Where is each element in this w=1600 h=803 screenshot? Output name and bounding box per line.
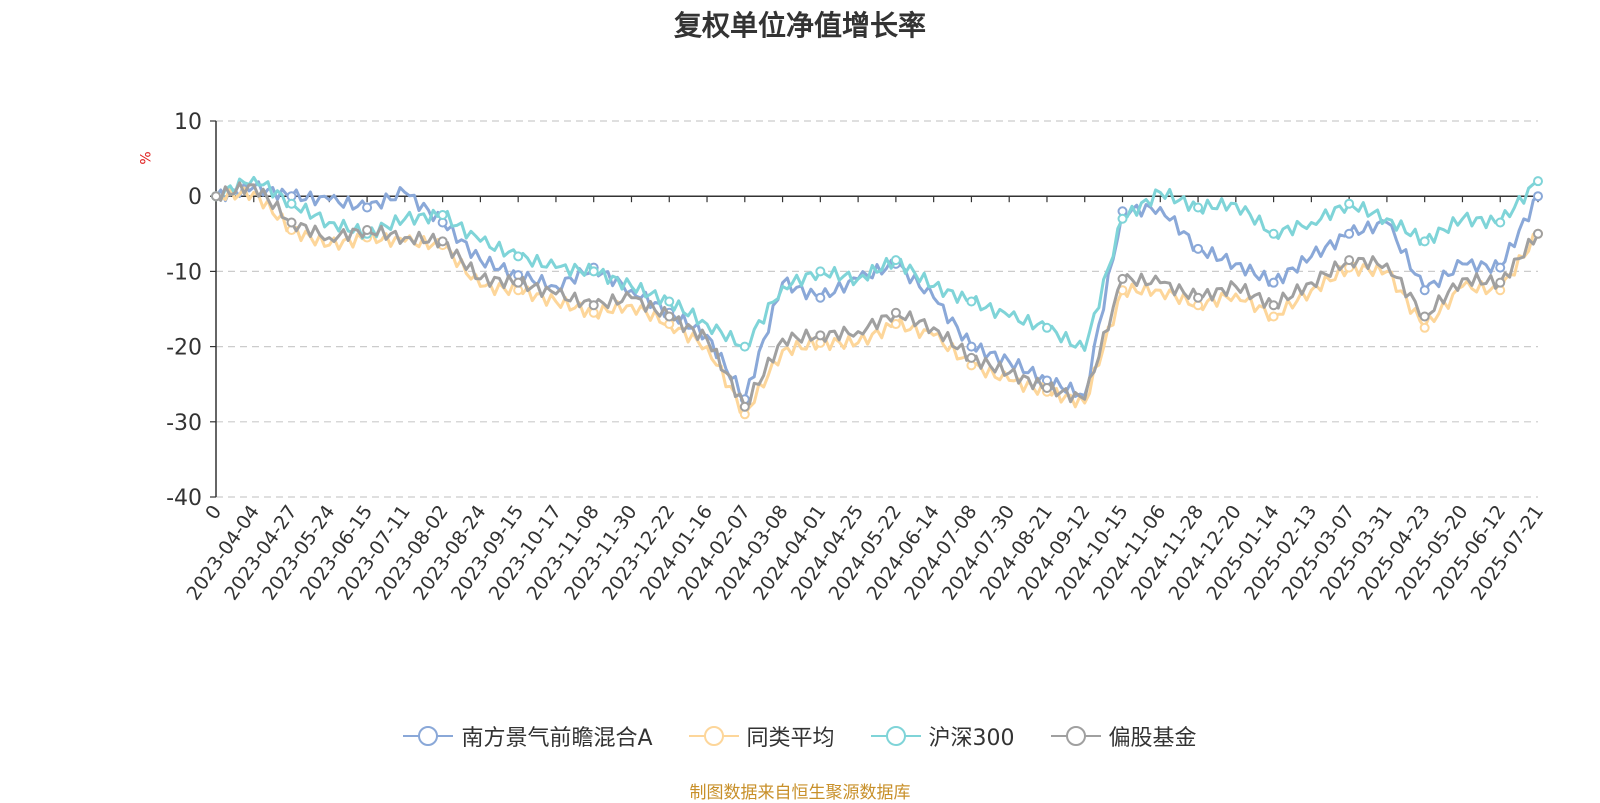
data-point xyxy=(1344,198,1355,209)
data-point xyxy=(815,266,826,277)
y-tick-label: -10 xyxy=(166,260,202,285)
legend: 南方景气前瞻混合A 同类平均 沪深300 偏股基金 xyxy=(0,720,1600,752)
data-point xyxy=(1268,311,1279,322)
data-point xyxy=(815,292,826,303)
source-note: 制图数据来自恒生聚源数据库 xyxy=(689,783,911,803)
data-point xyxy=(1533,176,1543,187)
series-layer xyxy=(211,175,1543,420)
data-point xyxy=(1419,236,1430,247)
data-point xyxy=(1533,191,1543,202)
data-point xyxy=(1533,228,1543,239)
data-point xyxy=(1193,202,1204,213)
data-point xyxy=(286,198,297,209)
data-point xyxy=(1041,322,1052,333)
line-chart: 100-10-20-30-4002023-04-042023-04-272023… xyxy=(166,110,1548,604)
data-point xyxy=(890,255,901,266)
legend-item[interactable]: 同类平均 xyxy=(688,720,835,752)
data-point xyxy=(739,401,750,412)
series-line xyxy=(215,181,1540,409)
data-point xyxy=(1344,228,1355,239)
data-point xyxy=(588,300,599,311)
data-point xyxy=(1193,292,1204,303)
y-tick-label: -30 xyxy=(166,411,202,436)
legend-item[interactable]: 沪深300 xyxy=(870,720,1015,752)
legend-item[interactable]: 偏股基金 xyxy=(1050,720,1197,752)
legend-marker-icon xyxy=(688,726,739,746)
data-point xyxy=(966,296,977,307)
data-point xyxy=(362,225,373,236)
legend-label: 同类平均 xyxy=(746,726,835,751)
data-point xyxy=(1193,243,1204,254)
data-point xyxy=(437,210,448,220)
data-point xyxy=(966,341,977,352)
data-point xyxy=(890,307,901,318)
data-point xyxy=(1117,273,1128,284)
data-point xyxy=(1344,255,1355,266)
data-point xyxy=(739,341,750,352)
data-point xyxy=(1268,228,1279,239)
data-point xyxy=(1495,217,1506,228)
data-point xyxy=(1268,277,1279,288)
series-1 xyxy=(211,186,1543,420)
data-point xyxy=(1041,382,1052,393)
legend-label: 沪深300 xyxy=(928,726,1015,751)
data-point xyxy=(513,251,524,262)
y-tick-label: 0 xyxy=(188,185,202,210)
series-line xyxy=(214,180,1539,401)
data-point xyxy=(1419,311,1430,322)
data-point xyxy=(664,311,675,322)
data-point xyxy=(966,352,977,363)
data-point xyxy=(815,330,826,341)
data-point xyxy=(437,236,448,247)
data-point xyxy=(588,266,599,277)
legend-item[interactable]: 南方景气前瞻混合A xyxy=(403,720,653,752)
data-point xyxy=(362,202,373,213)
data-point xyxy=(211,191,221,202)
data-point xyxy=(1268,300,1279,311)
y-tick-label: 10 xyxy=(174,110,202,135)
x-tick-label: 0 xyxy=(201,501,226,524)
series-2 xyxy=(211,175,1543,352)
data-point xyxy=(1495,262,1506,273)
series-line xyxy=(215,175,1539,352)
data-point xyxy=(286,217,297,228)
legend-marker-icon xyxy=(403,726,454,746)
legend-label: 偏股基金 xyxy=(1108,726,1197,751)
data-point xyxy=(890,319,901,330)
grid-layer xyxy=(216,120,1538,498)
y-tick-label: -20 xyxy=(166,336,202,361)
data-point xyxy=(1419,285,1430,296)
data-point xyxy=(1117,213,1128,224)
legend-label: 南方景气前瞻混合A xyxy=(461,726,653,751)
series-3 xyxy=(211,181,1543,412)
axis-layer: 100-10-20-30-4002023-04-042023-04-272023… xyxy=(166,110,1548,604)
data-point xyxy=(1495,277,1506,288)
legend-marker-icon xyxy=(870,726,921,746)
chart-title: 复权单位净值增长率 xyxy=(673,9,926,42)
data-point xyxy=(513,277,524,288)
y-tick-label: -40 xyxy=(166,486,202,511)
data-point xyxy=(1419,322,1430,333)
data-point xyxy=(664,296,675,307)
legend-marker-icon xyxy=(1050,726,1101,746)
